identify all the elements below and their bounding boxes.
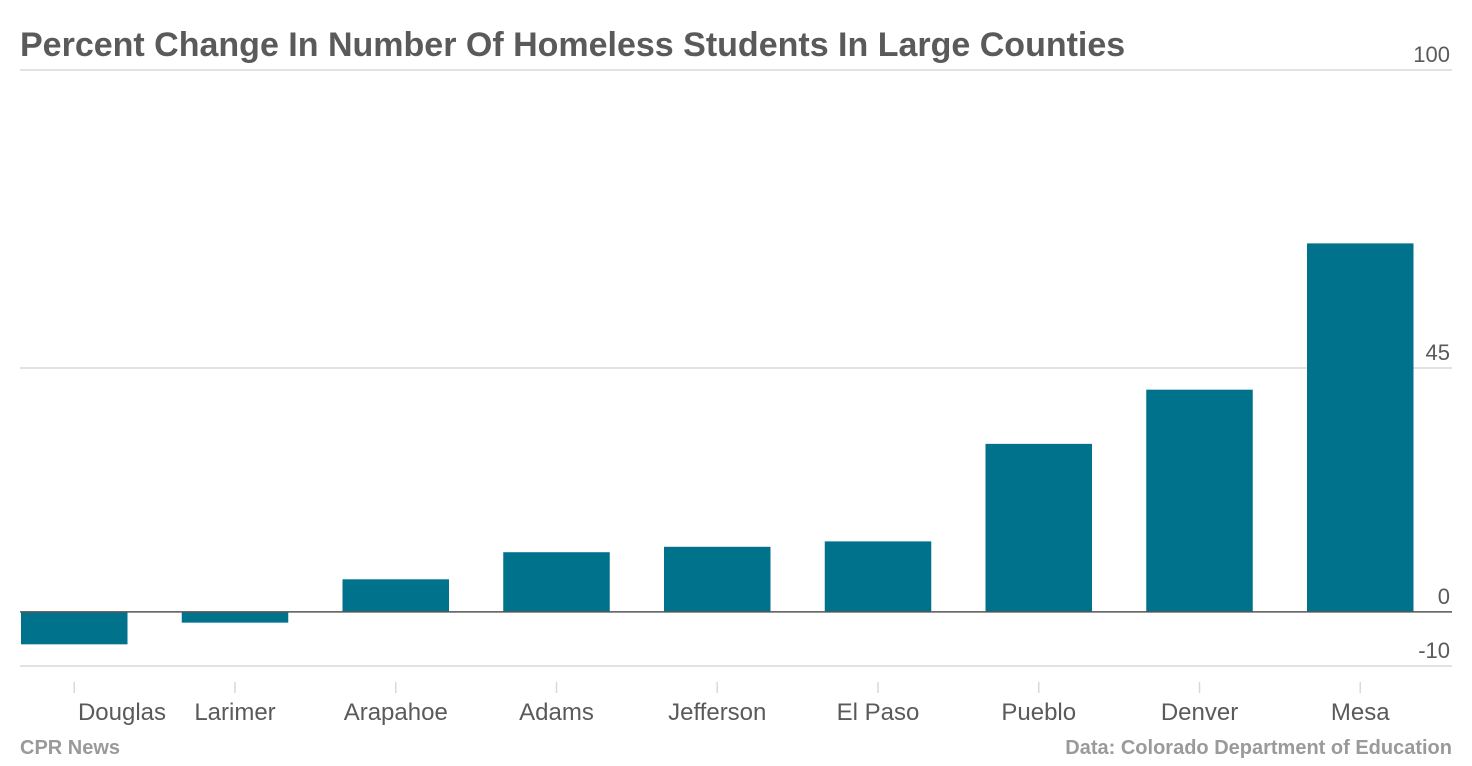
x-tick-label: Adams bbox=[519, 699, 594, 726]
x-tick-label: Jefferson bbox=[668, 699, 766, 726]
bar-el-paso bbox=[824, 541, 932, 612]
y-tick-label: 100 bbox=[1413, 42, 1450, 67]
x-tick-label: El Paso bbox=[837, 699, 920, 726]
y-tick-labels: 100 45 0 -10 bbox=[1413, 42, 1450, 663]
grid-layer bbox=[20, 69, 1452, 667]
x-tick-label: Larimer bbox=[194, 699, 275, 726]
x-tick-label: Denver bbox=[1161, 699, 1238, 726]
x-tick-label: Pueblo bbox=[1001, 699, 1076, 726]
bar-denver bbox=[1146, 389, 1253, 612]
bar-larimer bbox=[181, 611, 289, 623]
y-tick-label: -10 bbox=[1418, 638, 1450, 663]
bar-arapahoe bbox=[342, 579, 449, 612]
chart-title: Percent Change In Number Of Homeless Stu… bbox=[20, 26, 1126, 64]
bar-adams bbox=[503, 552, 610, 612]
bar-pueblo bbox=[985, 443, 1092, 612]
bar-mesa bbox=[1307, 243, 1414, 612]
x-tick-label: Douglas bbox=[78, 699, 166, 726]
y-tick-label: 45 bbox=[1426, 340, 1450, 365]
bar-douglas bbox=[21, 611, 128, 645]
footer-source-right: Data: Colorado Department of Education bbox=[1065, 737, 1452, 759]
x-tick-labels: Douglas Larimer Arapahoe Adams Jefferson El P… bbox=[73, 682, 1390, 726]
footer-source-left: CPR News bbox=[20, 737, 121, 759]
bar-jefferson bbox=[664, 546, 771, 612]
x-tick-label: Mesa bbox=[1331, 699, 1390, 726]
x-tick-label: Arapahoe bbox=[344, 699, 448, 726]
bar-layer bbox=[21, 243, 1414, 645]
y-tick-label: 0 bbox=[1438, 584, 1450, 609]
